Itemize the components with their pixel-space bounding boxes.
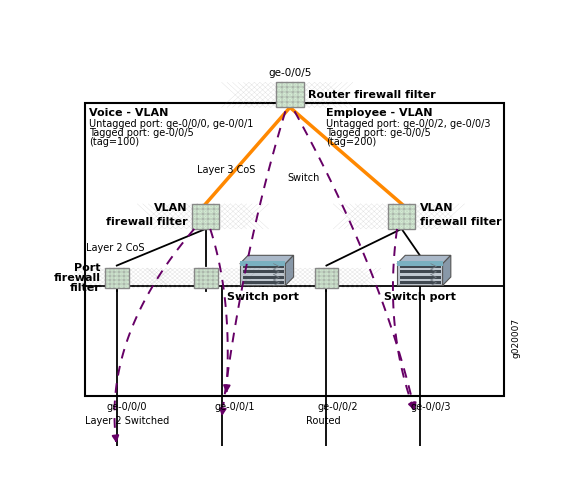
Bar [240,262,285,266]
Text: Untagged port: ge-0/0/0, ge-0/0/1: Untagged port: ge-0/0/0, ge-0/0/1 [89,119,254,129]
Bar [243,281,283,284]
Text: Switch: Switch [288,173,320,183]
Bar [400,271,441,274]
Text: firewall filter: firewall filter [420,217,502,227]
Text: filter: filter [69,283,101,293]
Text: Router firewall filter: Router firewall filter [308,90,436,100]
Polygon shape [240,264,285,286]
Text: Tagged port: ge-0/0/5: Tagged port: ge-0/0/5 [89,128,194,138]
Text: ge-0/0/2: ge-0/0/2 [318,401,358,411]
Polygon shape [240,256,293,264]
Text: firewall filter: firewall filter [106,217,188,227]
Bar [105,268,129,288]
Text: Voice - VLAN: Voice - VLAN [89,108,169,118]
Polygon shape [285,256,293,286]
Text: ge-0/0/1: ge-0/0/1 [215,401,255,411]
Text: (tag=100): (tag=100) [89,137,139,147]
Text: firewall: firewall [54,273,101,283]
Text: Tagged port: ge-0/0/5: Tagged port: ge-0/0/5 [326,128,431,138]
Text: ge-0/0/5: ge-0/0/5 [268,68,312,78]
Text: (tag=200): (tag=200) [326,137,377,147]
Text: Switch port: Switch port [384,293,456,303]
Bar [400,265,441,268]
Bar [243,265,283,268]
Bar [315,268,338,288]
Bar [400,281,441,284]
Text: Switch port: Switch port [227,293,299,303]
Bar [397,262,443,266]
Text: ge-0/0/0: ge-0/0/0 [106,401,147,411]
Bar [388,204,415,229]
Text: Employee - VLAN: Employee - VLAN [326,108,433,118]
Text: VLAN: VLAN [420,203,453,213]
Bar [194,268,218,288]
Text: Layer 3 CoS: Layer 3 CoS [196,165,255,175]
Text: Routed: Routed [306,416,340,426]
Text: VLAN: VLAN [154,203,188,213]
Text: Layer 2 CoS: Layer 2 CoS [86,243,145,254]
Polygon shape [443,256,451,286]
Text: Layer 2 Switched: Layer 2 Switched [85,416,169,426]
Text: Untagged port: ge-0/0/2, ge-0/0/3: Untagged port: ge-0/0/2, ge-0/0/3 [326,119,491,129]
Bar [276,82,303,107]
Text: Port: Port [74,264,101,274]
Text: ge-0/0/3: ge-0/0/3 [410,401,451,411]
Bar [192,204,219,229]
Bar [243,271,283,274]
Text: g020007: g020007 [512,318,521,358]
Polygon shape [397,256,451,264]
Bar [85,103,504,396]
Bar [243,276,283,279]
Polygon shape [397,264,443,286]
Bar [400,276,441,279]
